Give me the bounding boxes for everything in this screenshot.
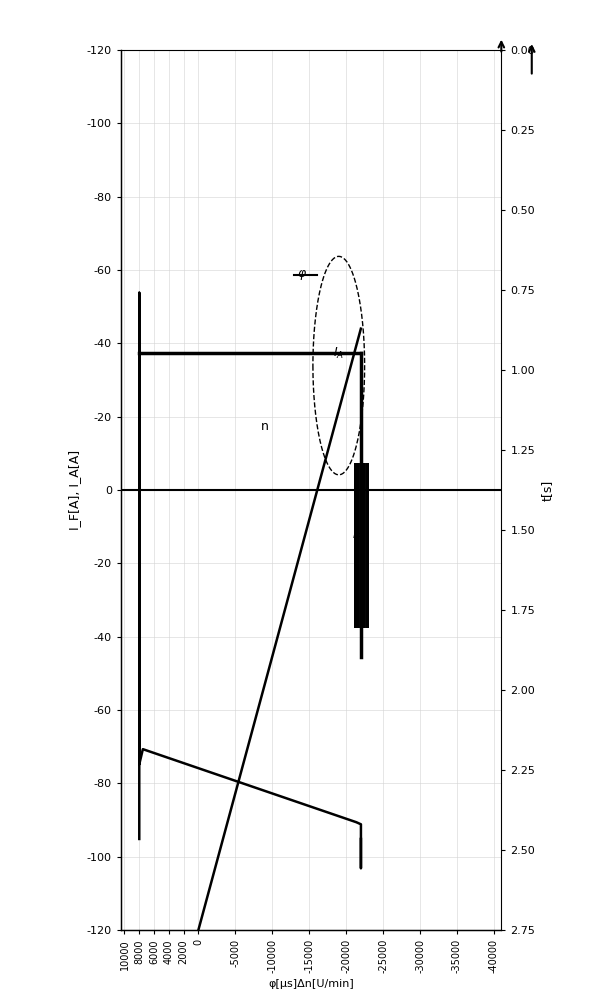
Text: $I_F$: $I_F$ (352, 528, 362, 543)
X-axis label: φ[μs]Δn[U/min]: φ[μs]Δn[U/min] (268, 979, 354, 989)
Y-axis label: t[s]: t[s] (541, 479, 554, 501)
Text: $\varphi$: $\varphi$ (297, 268, 307, 282)
Text: $I_A$: $I_A$ (333, 346, 344, 361)
Y-axis label: I_F[A], I_A[A]: I_F[A], I_A[A] (68, 450, 81, 530)
Text: n: n (261, 420, 269, 433)
